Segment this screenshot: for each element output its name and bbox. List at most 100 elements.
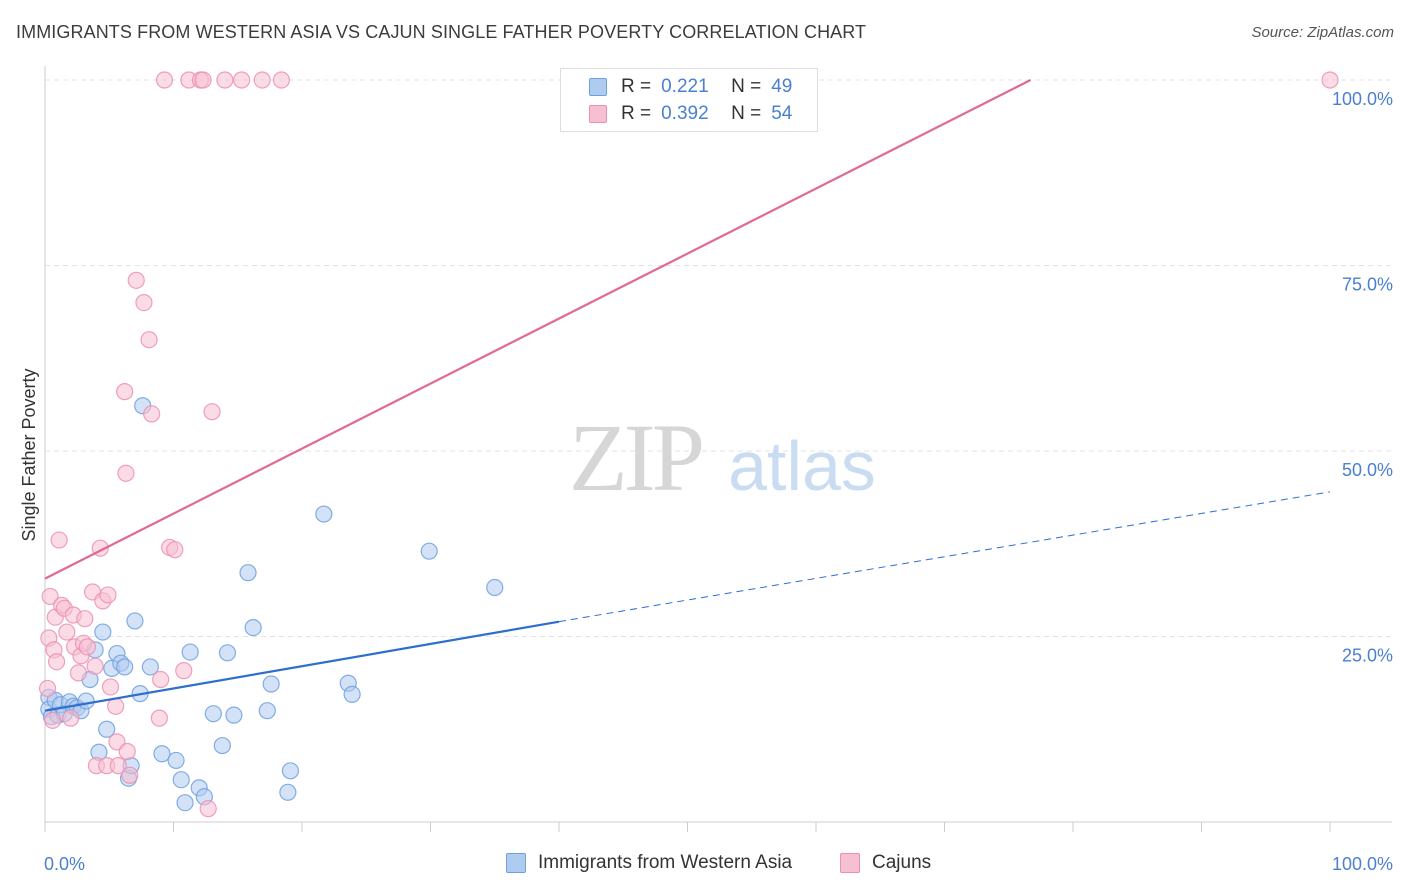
data-point — [94, 623, 112, 641]
legend-row-western-asia: R = 0.221 N = 49 — [589, 75, 792, 99]
grid-lines — [45, 79, 1392, 637]
axes — [44, 66, 1392, 832]
data-point — [117, 464, 135, 482]
data-point — [216, 71, 234, 89]
data-point — [279, 783, 297, 801]
data-point — [126, 612, 144, 630]
data-point — [153, 745, 171, 763]
data-point — [213, 736, 231, 755]
legend-n-value: 54 — [771, 103, 793, 124]
legend-swatch-western-asia — [589, 78, 607, 96]
data-point — [76, 610, 94, 628]
data-point — [38, 679, 57, 698]
y-tick-label: 25.0% — [1342, 646, 1393, 666]
data-point — [155, 71, 174, 89]
legend-swatch-cajuns — [589, 105, 607, 123]
data-point — [204, 705, 222, 723]
data-point — [315, 505, 333, 523]
data-point — [1321, 71, 1339, 89]
x-tick-label: 100.0% — [1332, 854, 1393, 874]
data-point — [140, 331, 158, 349]
trend-line-cajuns — [44, 79, 1032, 580]
legend-n-label: N = — [731, 103, 762, 124]
series-label-western-asia: Immigrants from Western Asia — [538, 852, 793, 873]
chart-title: IMMIGRANTS FROM WESTERN ASIA VS CAJUN SI… — [16, 22, 867, 42]
data-point — [98, 720, 116, 738]
data-point — [62, 709, 80, 727]
data-point — [127, 271, 145, 289]
data-point — [44, 711, 62, 729]
trend-line-western-asia-extension — [558, 491, 1331, 623]
series-cajuns-points — [38, 71, 1339, 818]
data-point — [172, 771, 190, 789]
data-point — [107, 697, 125, 715]
data-point — [47, 653, 66, 671]
data-point — [281, 762, 300, 780]
data-point — [109, 757, 127, 775]
data-point — [50, 531, 68, 549]
data-point — [420, 542, 438, 560]
data-point — [143, 405, 161, 423]
y-tick-labels: 25.0% 50.0% 75.0% 100.0% — [1332, 89, 1393, 666]
data-point — [101, 678, 120, 696]
legend-r-value: 0.221 — [661, 76, 709, 97]
series-swatch-cajuns — [840, 853, 860, 873]
series-swatch-western-asia — [506, 853, 526, 873]
series-legend: Immigrants from Western Asia Cajuns — [0, 852, 1406, 878]
y-axis-label: Single Father Poverty — [19, 368, 39, 541]
data-point — [181, 643, 199, 661]
trend-line-western-asia — [44, 620, 560, 712]
data-point — [78, 638, 97, 656]
legend-n-value: 49 — [771, 76, 793, 97]
data-point — [175, 662, 193, 680]
data-point — [166, 541, 184, 559]
legend-n-label: N = — [731, 76, 762, 97]
data-point — [486, 578, 504, 597]
watermark-atlas: atlas — [728, 427, 876, 505]
data-point — [239, 564, 257, 582]
data-point — [225, 706, 243, 724]
legend-r-label: R = — [621, 103, 652, 124]
y-tick-label: 75.0% — [1342, 275, 1393, 295]
watermark-zip: ZIP — [569, 404, 702, 511]
data-point — [69, 664, 88, 682]
series-label-cajuns: Cajuns — [872, 852, 932, 873]
data-point — [233, 71, 251, 89]
data-point — [343, 685, 361, 703]
data-point — [116, 383, 134, 401]
y-tick-label: 50.0% — [1342, 460, 1393, 480]
trend-lines — [44, 79, 1331, 712]
correlation-legend: R = 0.221 N = 49 R = 0.392 N = 54 — [560, 68, 818, 132]
data-point — [77, 692, 95, 710]
data-point — [99, 586, 117, 604]
data-point — [150, 709, 168, 727]
data-point — [262, 675, 280, 693]
y-tick-label: 100.0% — [1332, 89, 1393, 109]
watermark: ZIP atlas — [569, 404, 876, 511]
data-point — [176, 794, 194, 812]
series-legend-cajuns[interactable]: Cajuns — [840, 852, 931, 874]
data-point — [141, 658, 159, 676]
legend-r-value: 0.392 — [661, 103, 709, 124]
data-point — [41, 587, 59, 606]
data-point — [203, 403, 221, 421]
data-points — [38, 71, 1339, 818]
data-point — [86, 657, 104, 675]
x-tick-labels: 0.0% 100.0% — [44, 854, 1393, 874]
legend-r-label: R = — [621, 76, 652, 97]
data-point — [194, 71, 212, 89]
source-label: Source: ZipAtlas.com — [1251, 24, 1394, 41]
data-point — [244, 618, 262, 637]
data-point — [218, 644, 237, 662]
data-point — [272, 71, 291, 89]
x-tick-label: 0.0% — [44, 854, 85, 874]
data-point — [258, 702, 276, 720]
series-legend-western-asia[interactable]: Immigrants from Western Asia — [506, 852, 792, 874]
data-point — [118, 742, 136, 761]
legend-row-cajuns: R = 0.392 N = 54 — [589, 102, 792, 126]
data-point — [152, 670, 170, 689]
data-point — [135, 294, 153, 312]
data-point — [58, 623, 76, 641]
data-point — [253, 71, 271, 89]
